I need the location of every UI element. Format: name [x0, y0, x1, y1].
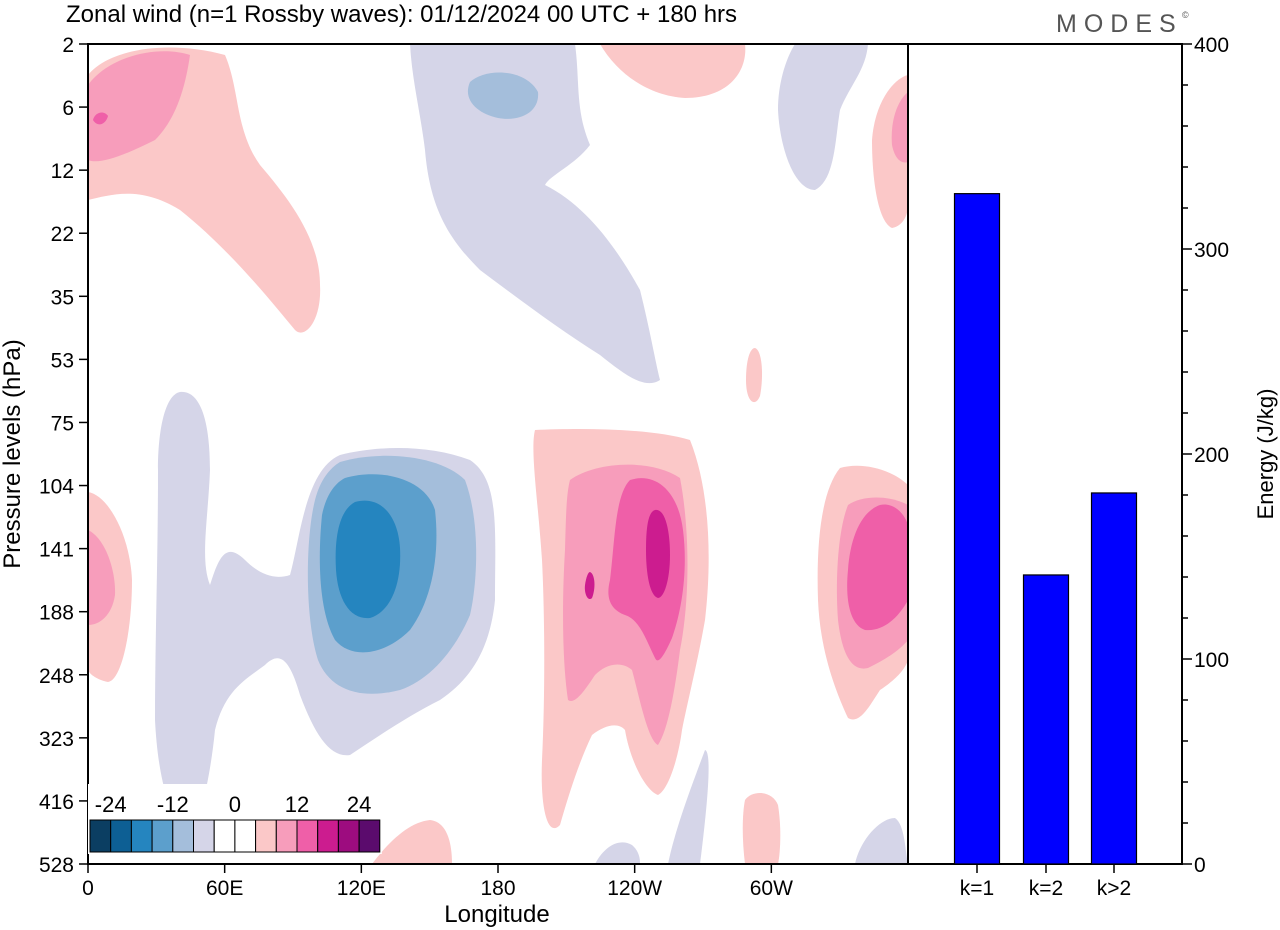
x-tick-label: 0 — [82, 877, 94, 900]
bar-category-label: k>2 — [1097, 877, 1131, 900]
x-tick-label: 60E — [206, 877, 243, 900]
energy-tick-label: 100 — [1194, 649, 1229, 672]
y-tick-label: 528 — [39, 854, 74, 877]
contour-neg-upper-tongue — [410, 44, 660, 384]
y-tick-label: 188 — [39, 602, 74, 625]
colorbar-label: 0 — [229, 792, 241, 817]
longitude-axis: 0 60E 120E 180 120W 60W — [82, 864, 793, 900]
contour-neg-upper-core — [467, 72, 539, 119]
contour-pos-center-dot — [584, 572, 595, 600]
x-tick-label: 180 — [480, 877, 515, 900]
y-tick-label: 22 — [51, 223, 74, 246]
y-tick-label: 104 — [39, 476, 74, 499]
bar-category-label: k=1 — [960, 877, 994, 900]
colorbar-swatch — [172, 819, 195, 853]
x-tick-label: 120E — [337, 877, 386, 900]
chart-title: Zonal wind (n=1 Rossby waves): 01/12/202… — [66, 1, 737, 28]
y-tick-label: 141 — [39, 539, 74, 562]
contour-pos-bottom-1 — [742, 793, 781, 864]
x-tick-label: 120W — [607, 877, 662, 900]
contour-neg-bottom-1 — [668, 750, 709, 864]
contour-neg-lower-core — [335, 500, 401, 619]
colorbar-swatch — [89, 819, 112, 853]
colorbar-swatch — [255, 819, 277, 853]
contour-field — [88, 44, 908, 864]
contour-pos-right-3 — [847, 504, 908, 631]
bar-category-label: k=2 — [1029, 877, 1063, 900]
contour-neg-bottom-3 — [855, 818, 908, 864]
contour-neg-bottom-2 — [595, 842, 640, 864]
x-tick-label: 60W — [750, 877, 793, 900]
contour-pos-small-mid — [746, 348, 763, 403]
brand-mark: © — [1182, 10, 1189, 20]
colorbar-swatch — [234, 819, 257, 853]
colorbar-swatch — [337, 819, 360, 853]
colorbar-swatch — [130, 819, 153, 853]
contour-pos-upper-left-2 — [88, 51, 190, 162]
energy-bar — [953, 193, 1001, 865]
energy-tick-label: 200 — [1194, 444, 1229, 467]
contour-pos-upper-left-3 — [93, 112, 108, 125]
y-tick-label: 2 — [62, 34, 74, 57]
energy-bars — [953, 193, 1138, 865]
energy-axis-label: Energy (J/kg) — [1253, 389, 1278, 520]
colorbar-swatch — [275, 819, 298, 853]
y-tick-label: 6 — [62, 97, 74, 120]
contour-pos-left-edge-2 — [88, 530, 116, 625]
colorbar-swatch — [296, 819, 319, 853]
energy-axis: k=1 k=2 k>2 0 100 200 300 400 — [960, 34, 1229, 900]
energy-bar — [1090, 492, 1138, 865]
y-tick-label: 53 — [51, 349, 74, 372]
y-tick-label: 323 — [39, 728, 74, 751]
colorbar-swatch — [151, 819, 174, 853]
contour-pos-center-core — [646, 509, 670, 598]
colorbar-swatch — [213, 819, 236, 853]
contour-pos-top-center — [600, 44, 746, 98]
y-tick-label: 75 — [51, 412, 74, 435]
y-tick-label: 416 — [39, 791, 74, 814]
y-axis-label: Pressure levels (hPa) — [0, 339, 26, 568]
colorbar-label: 12 — [285, 792, 309, 817]
colorbar-swatch — [317, 819, 339, 853]
energy-bar — [1022, 574, 1070, 865]
colorbar-legend: -24 -12 0 12 24 — [88, 784, 382, 854]
energy-tick-label: 400 — [1194, 34, 1229, 57]
energy-tick-label: 300 — [1194, 239, 1229, 262]
contour-pos-bottom-2 — [372, 820, 452, 864]
y-tick-label: 248 — [39, 665, 74, 688]
colorbar-label: -24 — [95, 792, 127, 817]
colorbar-label: -12 — [157, 792, 189, 817]
pressure-axis: 2 6 12 22 35 53 75 104 141 188 248 323 416 528 — [39, 34, 88, 877]
colorbar-label: 24 — [347, 792, 371, 817]
contour-neg-upper-right — [778, 44, 868, 190]
x-axis-label: Longitude — [444, 901, 549, 928]
energy-tick-label: 0 — [1194, 854, 1206, 877]
colorbar-swatch — [110, 819, 132, 853]
y-tick-label: 12 — [51, 160, 74, 183]
colorbar-swatch — [193, 819, 215, 853]
colorbar-swatch — [358, 819, 381, 853]
brand-logo: MODES — [1056, 10, 1183, 38]
y-tick-label: 35 — [51, 286, 74, 309]
contour-pos-upper-right-2 — [891, 92, 908, 163]
